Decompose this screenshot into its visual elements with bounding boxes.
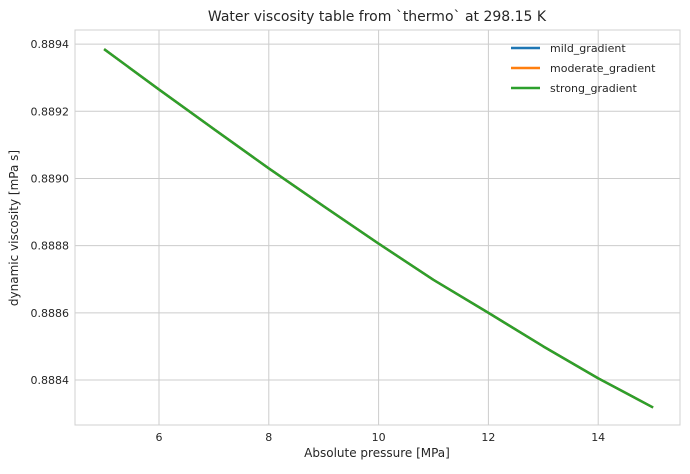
y-axis-label: dynamic viscosity [mPa s]	[7, 150, 21, 306]
y-tick-label: 0.8888	[31, 240, 70, 253]
y-tick-label: 0.8886	[31, 307, 70, 320]
x-tick-label: 8	[265, 431, 272, 444]
series-line-strong-gradient	[103, 48, 654, 409]
legend-label: strong_gradient	[550, 82, 638, 95]
x-axis-label: Absolute pressure [MPa]	[304, 446, 450, 460]
y-tick-label: 0.8884	[31, 374, 70, 387]
legend-label: mild_gradient	[550, 42, 626, 55]
x-tick-label: 12	[481, 431, 495, 444]
y-tick-label: 0.8894	[31, 38, 70, 51]
legend-label: moderate_gradient	[550, 62, 656, 75]
chart-title: Water viscosity table from `thermo` at 2…	[208, 9, 547, 25]
legend: mild_gradient moderate_gradient strong_gra…	[511, 42, 656, 95]
x-tick-label: 6	[155, 431, 162, 444]
plot-area-border	[74, 29, 681, 426]
y-tick-label: 0.8890	[31, 172, 70, 185]
x-tick-label: 10	[372, 431, 386, 444]
y-tick-label: 0.8892	[31, 105, 70, 118]
x-tick-label: 14	[591, 431, 605, 444]
